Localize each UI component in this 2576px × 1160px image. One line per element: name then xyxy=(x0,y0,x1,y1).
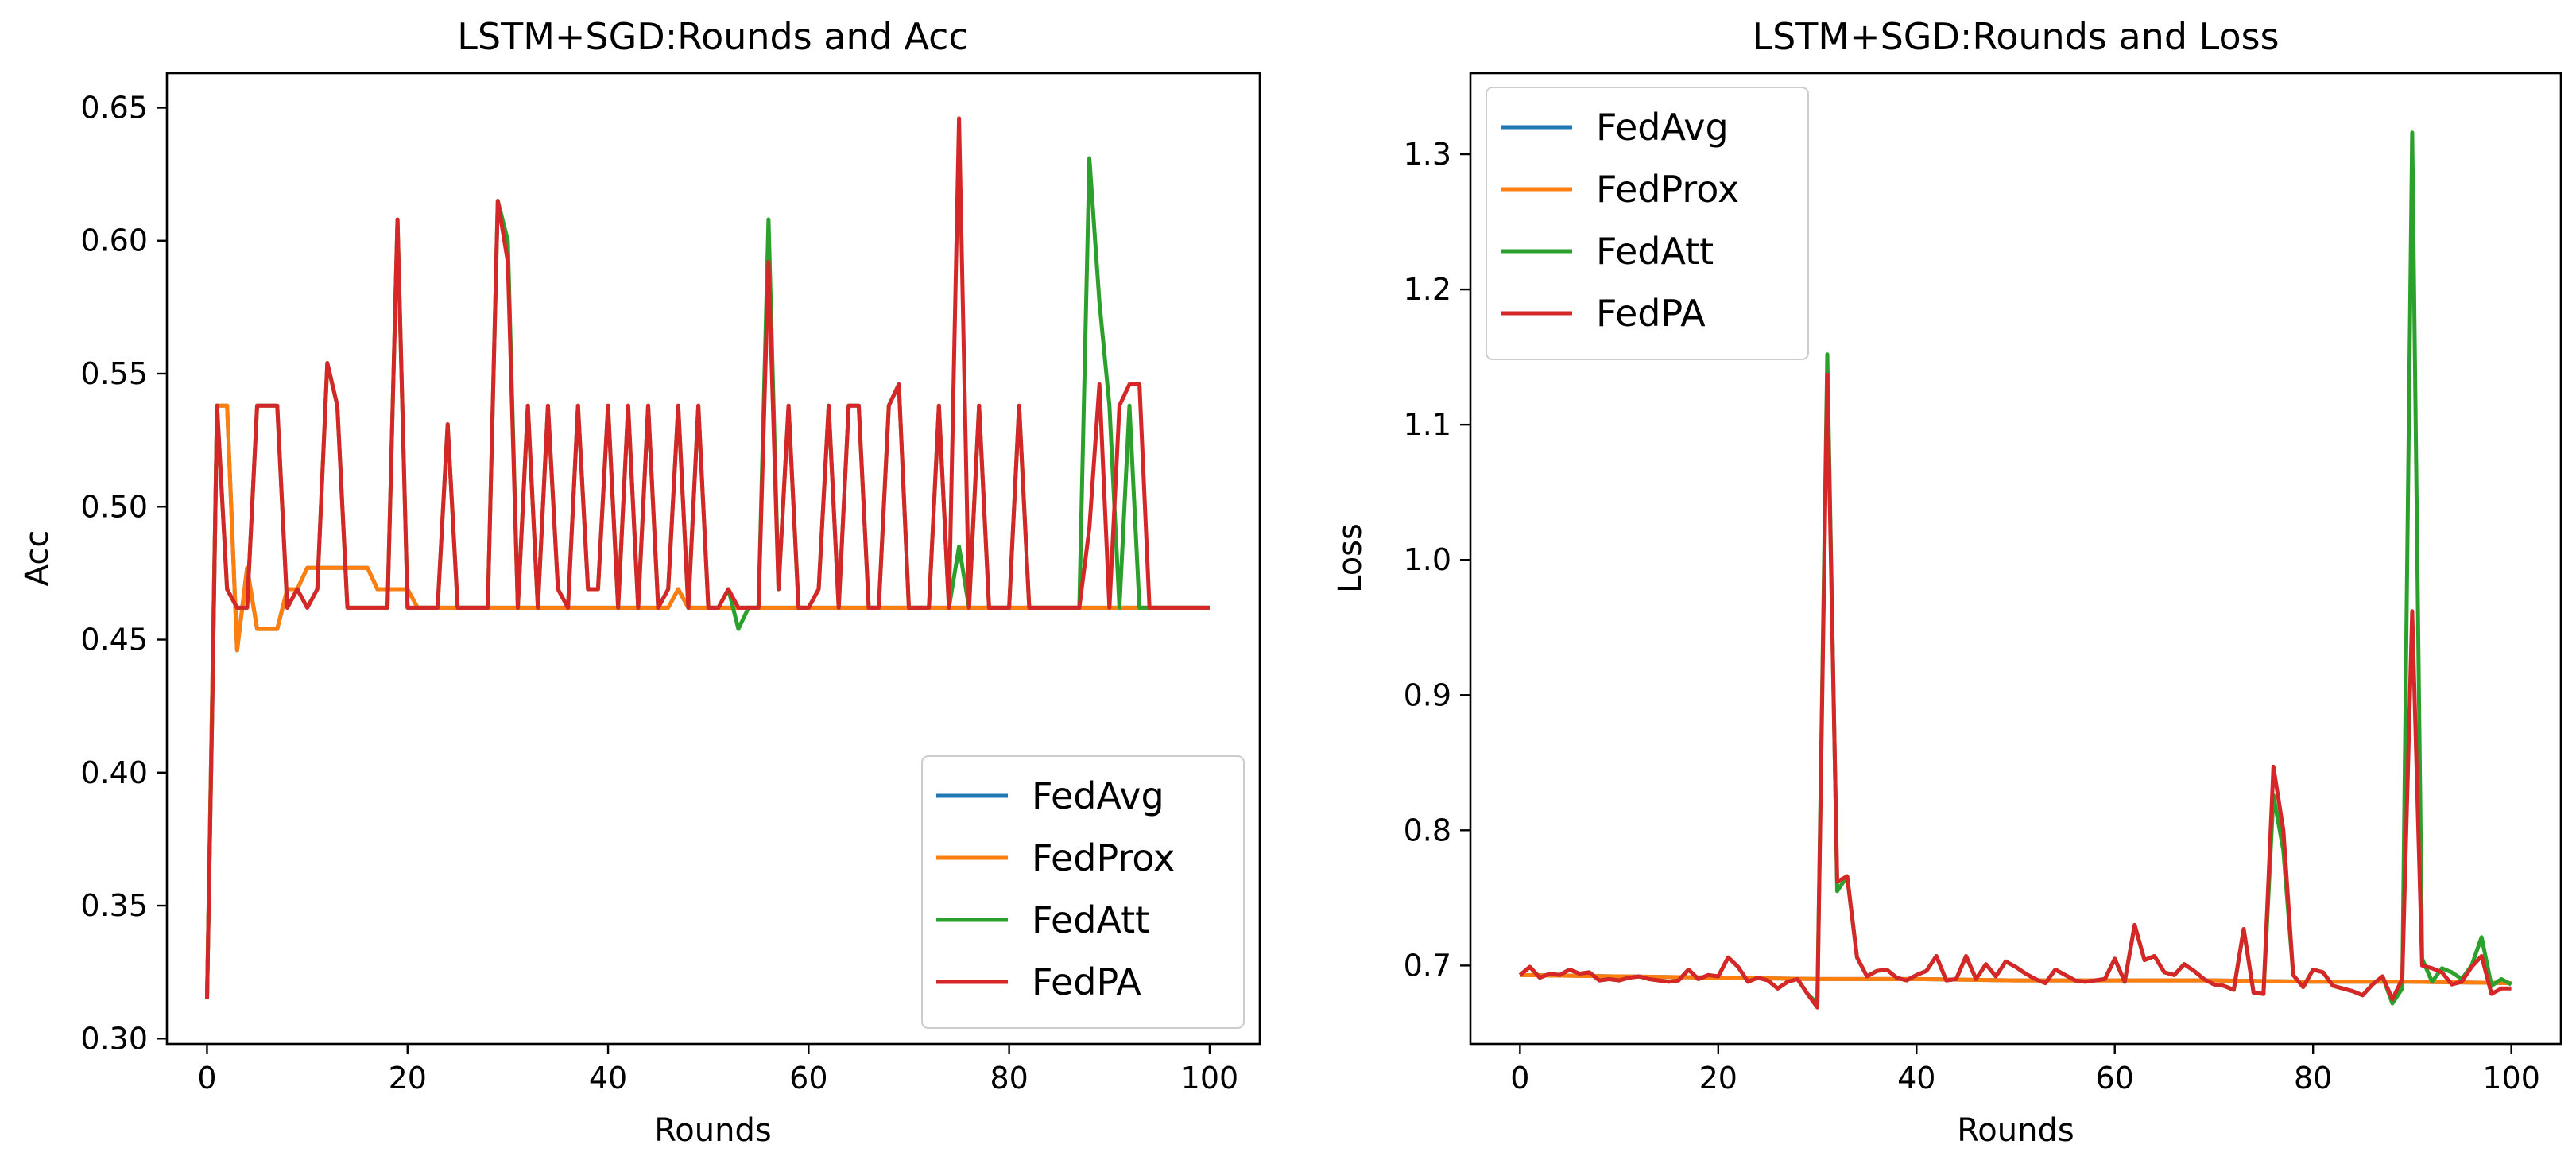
loss-legend: FedAvg FedProx FedAtt FedPA xyxy=(1486,87,1809,360)
acc-series-layer xyxy=(205,116,1210,999)
acc-y-ticks: 0.30 0.35 0.40 0.45 0.50 0.55 0.60 0.65 xyxy=(80,90,167,1056)
loss-y-tick-label: 1.2 xyxy=(1404,272,1451,307)
loss-series-fedpa xyxy=(1518,372,2512,1010)
loss-legend-label-fedpa: FedPA xyxy=(1596,292,1706,335)
loss-y-ticks: 0.7 0.8 0.9 1.0 1.1 1.2 1.3 xyxy=(1404,137,1470,983)
acc-x-ticks: 0 20 40 60 80 100 xyxy=(197,1044,1238,1096)
loss-x-tick-label: 40 xyxy=(1897,1061,1935,1096)
loss-chart-title: LSTM+SGD:Rounds and Loss xyxy=(1752,15,2279,58)
loss-series-layer xyxy=(1518,130,2512,1010)
loss-y-tick-label: 1.1 xyxy=(1404,407,1451,442)
acc-series-fedpa xyxy=(205,116,1210,999)
loss-y-axis-label: Loss xyxy=(1332,523,1369,593)
acc-y-axis-label: Acc xyxy=(19,530,56,587)
acc-y-tick-label: 0.30 xyxy=(80,1021,148,1056)
loss-x-ticks: 0 20 40 60 80 100 xyxy=(1510,1044,2540,1096)
acc-y-tick-label: 0.45 xyxy=(80,623,148,658)
acc-legend-label-fedatt: FedAtt xyxy=(1032,898,1149,941)
loss-x-tick-label: 80 xyxy=(2294,1061,2332,1096)
acc-x-tick-label: 0 xyxy=(197,1061,216,1096)
loss-y-tick-label: 1.0 xyxy=(1404,542,1451,577)
loss-x-axis-label: Rounds xyxy=(1957,1112,2074,1149)
acc-legend-box xyxy=(921,755,1245,1029)
loss-legend-box xyxy=(1486,87,1809,360)
acc-y-tick-label: 0.40 xyxy=(80,755,148,790)
acc-x-tick-label: 100 xyxy=(1181,1061,1239,1096)
acc-legend-label-fedpa: FedPA xyxy=(1032,960,1141,1003)
acc-x-tick-label: 40 xyxy=(589,1061,627,1096)
acc-y-tick-label: 0.60 xyxy=(80,223,148,258)
acc-y-tick-label: 0.65 xyxy=(80,90,148,125)
loss-chart: 0 20 40 60 80 100 0.7 0.8 0.9 1.0 1.1 1.2 1.3 LSTM+… xyxy=(1332,15,2562,1149)
loss-legend-label-fedavg: FedAvg xyxy=(1596,106,1729,149)
loss-y-tick-label: 1.3 xyxy=(1404,137,1451,172)
acc-x-tick-label: 60 xyxy=(789,1061,827,1096)
loss-plot-area xyxy=(1469,72,2562,1046)
loss-legend-label-fedprox: FedProx xyxy=(1596,168,1739,211)
loss-y-tick-label: 0.7 xyxy=(1404,948,1451,983)
loss-legend-label-fedatt: FedAtt xyxy=(1596,230,1714,273)
acc-plot-area xyxy=(165,72,1261,1046)
loss-x-tick-label: 60 xyxy=(2096,1061,2134,1096)
acc-y-tick-label: 0.55 xyxy=(80,356,148,391)
loss-x-tick-label: 100 xyxy=(2482,1061,2540,1096)
acc-legend-label-fedprox: FedProx xyxy=(1032,836,1175,879)
loss-x-tick-label: 0 xyxy=(1510,1061,1529,1096)
acc-x-tick-label: 20 xyxy=(389,1061,427,1096)
acc-y-tick-label: 0.35 xyxy=(80,888,148,923)
acc-chart: 0 20 40 60 80 100 0.30 0.35 0.40 0.45 0.50 0.55 0.6… xyxy=(19,15,1261,1149)
acc-legend-label-fedavg: FedAvg xyxy=(1032,774,1164,817)
loss-series-fedprox xyxy=(1520,972,2512,985)
acc-legend: FedAvg FedProx FedAtt FedPA xyxy=(921,755,1245,1029)
acc-x-tick-label: 80 xyxy=(990,1061,1028,1096)
loss-x-tick-label: 20 xyxy=(1699,1061,1737,1096)
loss-y-tick-label: 0.9 xyxy=(1404,677,1451,712)
acc-x-axis-label: Rounds xyxy=(654,1112,771,1149)
loss-y-tick-label: 0.8 xyxy=(1404,813,1451,848)
acc-chart-title: LSTM+SGD:Rounds and Acc xyxy=(457,15,968,58)
acc-y-tick-label: 0.50 xyxy=(80,489,148,524)
